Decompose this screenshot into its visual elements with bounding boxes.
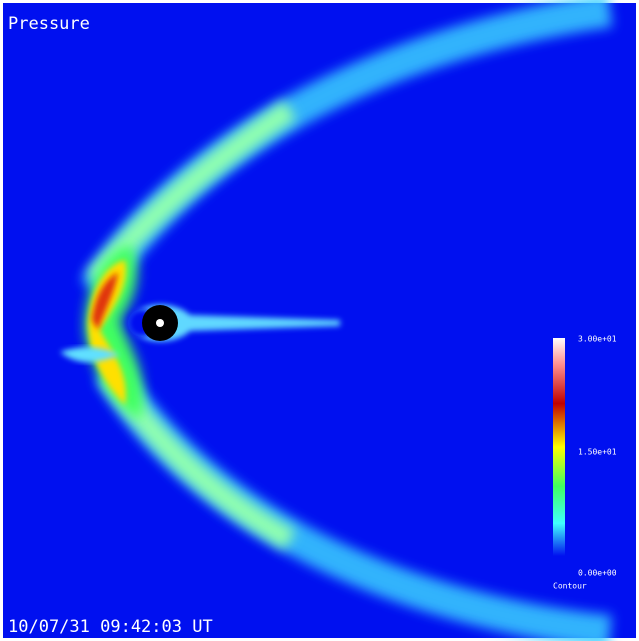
title: Pressure — [8, 14, 90, 34]
pressure-field — [60, 0, 613, 641]
colorbar-label: 3.00e+01 — [578, 335, 617, 344]
timestamp: 10/07/31 09:42:03 UT — [8, 617, 213, 637]
colorbar — [553, 338, 565, 556]
colorbar-label: 0.00e+00 — [578, 569, 617, 578]
colorbar-caption: Contour — [553, 582, 587, 591]
colorbar-label: 1.50e+01 — [578, 448, 617, 457]
